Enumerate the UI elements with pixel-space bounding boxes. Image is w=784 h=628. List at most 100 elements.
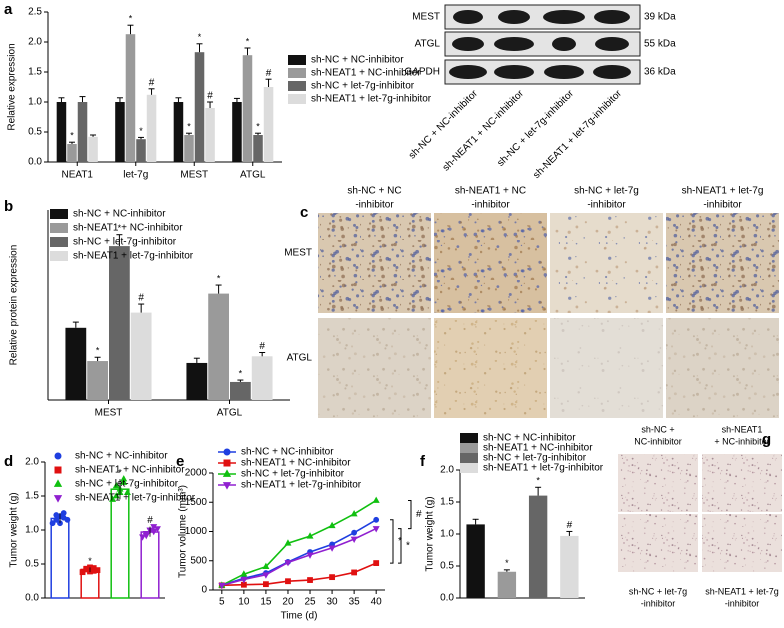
y-tick-label: 1.5: [440, 497, 454, 508]
data-point: [142, 533, 150, 540]
legend-marker: [53, 479, 63, 487]
bar: [466, 524, 485, 598]
data-point: [306, 532, 314, 539]
bar: [109, 246, 130, 400]
series-line: [221, 499, 377, 587]
bar: [184, 135, 194, 162]
blot-size: 55 kDa: [644, 39, 676, 50]
legend-swatch: [460, 433, 478, 443]
significance: *: [256, 122, 260, 132]
row-label: MEST: [284, 248, 312, 259]
ihc-image: [318, 318, 431, 418]
data-point: [120, 478, 128, 485]
bar: [194, 52, 205, 163]
panel-label: a: [4, 1, 13, 18]
tumor-image: [702, 514, 782, 572]
blot-band: [543, 10, 585, 24]
legend-swatch: [460, 453, 478, 463]
column-header: -inhibitor: [471, 200, 510, 211]
data-point: [218, 582, 226, 590]
ihc-image: [434, 213, 547, 313]
x-axis-label: Time (d): [281, 611, 318, 622]
data-point: [263, 581, 269, 588]
bar: [65, 327, 87, 400]
data-point: [112, 492, 120, 499]
blot-band: [544, 65, 584, 79]
image-label: sh-NC + let-7g: [629, 586, 687, 596]
ihc-image: [318, 213, 431, 313]
data-point: [351, 569, 358, 576]
bar: [136, 139, 146, 162]
x-tick-label: ATGL: [217, 408, 243, 419]
data-point: [372, 496, 380, 503]
legend-label: sh-NEAT1 + let-7g-inhibitor: [241, 480, 362, 491]
y-tick-label: 2000: [185, 468, 208, 479]
bar: [186, 362, 208, 400]
y-tick-label: 0.0: [25, 593, 39, 604]
bar: [205, 108, 215, 162]
x-tick-label: 35: [349, 597, 361, 608]
tumor-image: [702, 454, 782, 512]
legend-marker: [53, 495, 63, 503]
y-tick-label: 2.0: [440, 465, 454, 476]
panel-label: e: [176, 453, 184, 470]
tumor-image: [618, 514, 698, 572]
legend-label: sh-NC + NC-inhibitor: [75, 451, 168, 462]
bar: [110, 488, 130, 599]
data-point: [372, 526, 380, 533]
y-tick-label: 0.0: [440, 593, 454, 604]
blot-band: [552, 37, 576, 51]
legend-marker: [223, 459, 231, 467]
y-tick-label: 0.5: [28, 127, 42, 138]
significance: *: [398, 536, 402, 547]
data-point: [373, 560, 380, 566]
x-tick-label: ATGL: [240, 170, 266, 181]
bar: [497, 571, 517, 598]
bar: [50, 517, 70, 599]
legend-label: sh-NEAT1 + let-7g-inhibitor: [311, 94, 432, 105]
y-tick-label: 0: [201, 585, 207, 596]
column-header: sh-NC + let-7g: [574, 186, 639, 197]
legend-swatch: [288, 81, 306, 91]
y-axis-label: Relative expression: [7, 43, 18, 130]
significance: #: [138, 293, 144, 304]
bar: [77, 102, 88, 162]
image-label: -inhibitor: [725, 598, 760, 608]
data-point: [53, 512, 60, 518]
significance: #: [266, 68, 272, 79]
data-point: [284, 539, 292, 546]
ihc-image: [434, 318, 547, 418]
legend-swatch: [50, 237, 68, 247]
significance: *: [129, 14, 133, 24]
bar: [560, 535, 579, 598]
x-tick-label: NEAT1: [62, 170, 94, 181]
legend-marker: [223, 448, 231, 456]
significance: #: [149, 77, 155, 88]
legend-label: sh-NEAT1 + let-7g-inhibitor: [75, 493, 196, 504]
x-tick-label: 40: [371, 597, 383, 608]
data-point: [351, 529, 358, 536]
y-tick-label: 0.0: [28, 157, 42, 168]
ihc-image: [550, 213, 663, 313]
legend-label: sh-NC + NC-inhibitor: [483, 433, 576, 444]
legend-label: sh-NC + let-7g-inhibitor: [311, 81, 415, 92]
blot-band: [594, 10, 630, 24]
data-point: [49, 520, 56, 527]
data-point: [109, 495, 117, 502]
blot-band: [494, 65, 534, 79]
legend-label: sh-NEAT1 + let-7g-inhibitor: [73, 251, 194, 262]
significance: *: [187, 122, 191, 132]
y-tick-label: 1.0: [28, 97, 42, 108]
legend-swatch: [50, 223, 68, 233]
y-tick-label: 1.0: [440, 529, 454, 540]
legend-label: sh-NEAT1 + let-7g-inhibitor: [483, 463, 604, 474]
bar: [140, 531, 160, 599]
legend-swatch: [50, 251, 68, 261]
significance: #: [147, 515, 153, 526]
bar: [528, 495, 548, 598]
data-point: [285, 578, 291, 585]
y-axis-label: Tumor volume (mm³): [178, 485, 189, 578]
data-point: [94, 567, 101, 574]
legend-label: sh-NEAT1 + NC-inhibitor: [73, 223, 183, 234]
y-tick-label: 1.0: [25, 525, 39, 536]
